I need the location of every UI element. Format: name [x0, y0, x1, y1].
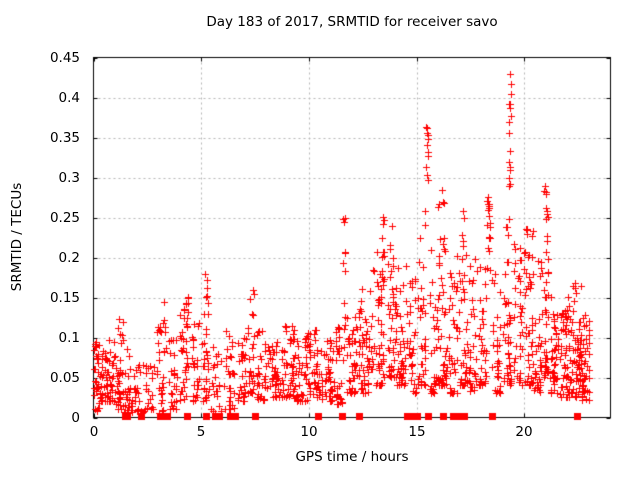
y-tick-label: 0.35 [49, 130, 80, 146]
y-tick-label: 0.1 [58, 330, 80, 346]
y-tick-label: 0.05 [49, 370, 80, 386]
y-tick-label: 0.4 [58, 90, 80, 106]
y-tick-label: 0.25 [49, 210, 80, 226]
y-tick-label: 0.2 [58, 250, 80, 266]
x-tick-label: 0 [89, 424, 99, 440]
y-axis-title: SRMTID / TECUs [9, 182, 25, 292]
x-tick-label: 15 [408, 424, 426, 440]
y-tick-label: 0.3 [58, 170, 80, 186]
y-tick-label: 0.15 [49, 290, 80, 306]
chart-title: Day 183 of 2017, SRMTID for receiver sav… [206, 14, 498, 30]
y-tick-label: 0.45 [49, 50, 80, 66]
x-tick-label: 20 [515, 424, 533, 440]
x-axis-title: GPS time / hours [295, 449, 409, 465]
y-tick-label: 0 [71, 410, 80, 426]
x-tick-label: 10 [300, 424, 318, 440]
x-tick-label: 5 [196, 424, 206, 440]
